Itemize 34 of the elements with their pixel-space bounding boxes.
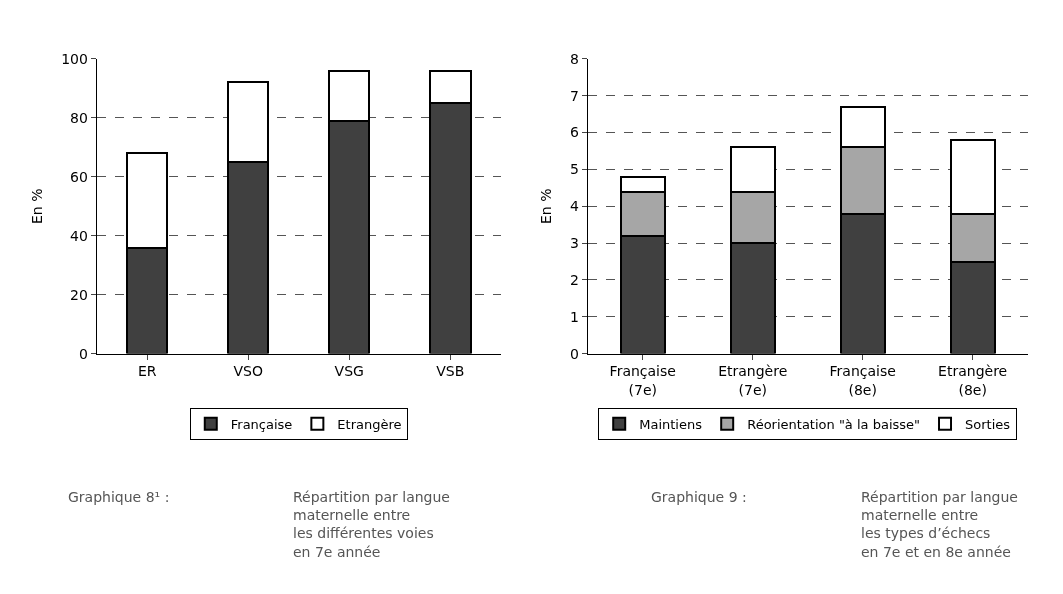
legend-label: Maintiens <box>639 416 703 432</box>
y-axis-title: En % <box>537 188 554 224</box>
text: Répartition par langue maternelle entre les différentes voies en 7e année <box>293 489 450 560</box>
text: Répartition par langue maternelle entre les types d’échecs en 7e et en 8e année <box>861 489 1018 560</box>
y-tick-label: 3 <box>570 235 579 251</box>
y-axis-title: En % <box>28 188 45 224</box>
y-tick-label: 5 <box>570 161 579 178</box>
text: Graphique 8¹ : <box>68 489 170 505</box>
y-tick-label: 80 <box>70 109 88 126</box>
y-tick-label: 4 <box>570 198 580 215</box>
y-tick-label: 7 <box>570 87 579 104</box>
y-tick-label: 20 <box>70 286 88 303</box>
y-tick-label: 2 <box>570 271 579 288</box>
x-tick-label: Etrangère (8e) <box>938 363 1008 398</box>
legend-label: Sorties <box>965 416 1011 432</box>
y-tick-label: 40 <box>70 227 88 244</box>
x-tick-label: Française (8e) <box>829 363 896 398</box>
y-tick-label: 0 <box>79 345 88 362</box>
x-tick-label: VSB <box>436 363 465 380</box>
x-tick-label: ER <box>137 363 157 380</box>
y-tick-label: 6 <box>570 124 580 141</box>
legend-label: Française <box>230 416 293 432</box>
y-tick-label: 8 <box>570 50 579 67</box>
legend-label: Etrangère <box>337 416 402 432</box>
text: Graphique 9 : <box>651 489 747 505</box>
y-tick-label: 100 <box>61 50 88 67</box>
y-tick-label: 0 <box>570 345 579 362</box>
legend-label: Réorientation "à la baisse" <box>747 416 921 432</box>
x-tick-label: Etrangère (7e) <box>718 363 788 398</box>
y-tick-label: 1 <box>570 308 579 325</box>
x-tick-label: VSO <box>233 363 263 380</box>
x-tick-label: Française (7e) <box>609 363 676 398</box>
y-tick-label: 60 <box>70 168 88 185</box>
x-tick-label: VSG <box>334 363 364 380</box>
